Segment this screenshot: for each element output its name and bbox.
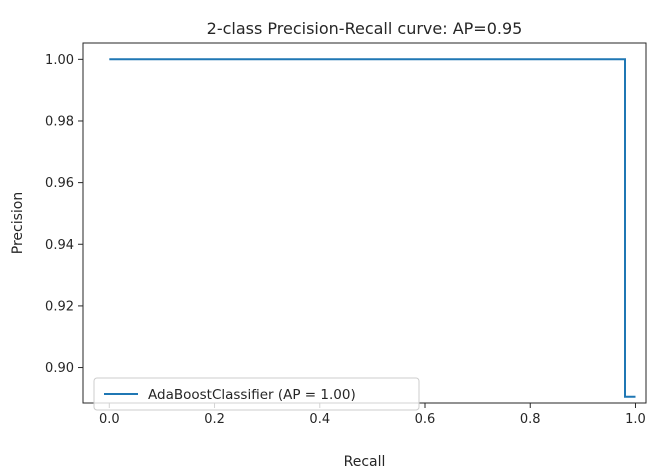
- legend-box: [93, 377, 420, 411]
- chart-title: 2-class Precision-Recall curve: AP=0.95: [207, 19, 523, 38]
- y-tick-label: 0.94: [45, 238, 74, 253]
- y-tick-label: 0.98: [45, 114, 74, 129]
- series-line-0: [109, 58, 636, 398]
- x-tick-label: 0.0: [99, 412, 120, 427]
- legend-entry-label: AdaBoostClassifier (AP = 1.00): [148, 387, 356, 403]
- axes-frame: [82, 42, 647, 404]
- y-tick-label: 0.90: [45, 361, 74, 376]
- x-tick-label: 0.2: [204, 412, 225, 427]
- legend: AdaBoostClassifier (AP = 1.00): [93, 377, 420, 411]
- x-tick-label: 0.4: [309, 412, 330, 427]
- x-axis-label: Recall: [344, 454, 386, 470]
- y-tick-label: 0.92: [45, 299, 74, 314]
- plot-area: [109, 58, 636, 398]
- y-axis-label: Precision: [10, 192, 26, 254]
- axes: 0.0 0.2 0.4 0.6 0.8 1.0 0.90 0.92 0.94 0.96 0.98 1.…: [45, 42, 647, 427]
- x-tick-label: 0.6: [415, 412, 436, 427]
- y-tick-label: 1.00: [45, 53, 74, 68]
- y-tick-label: 0.96: [45, 176, 74, 191]
- x-tick-label: 0.8: [520, 412, 541, 427]
- x-tick-label: 1.0: [625, 412, 646, 427]
